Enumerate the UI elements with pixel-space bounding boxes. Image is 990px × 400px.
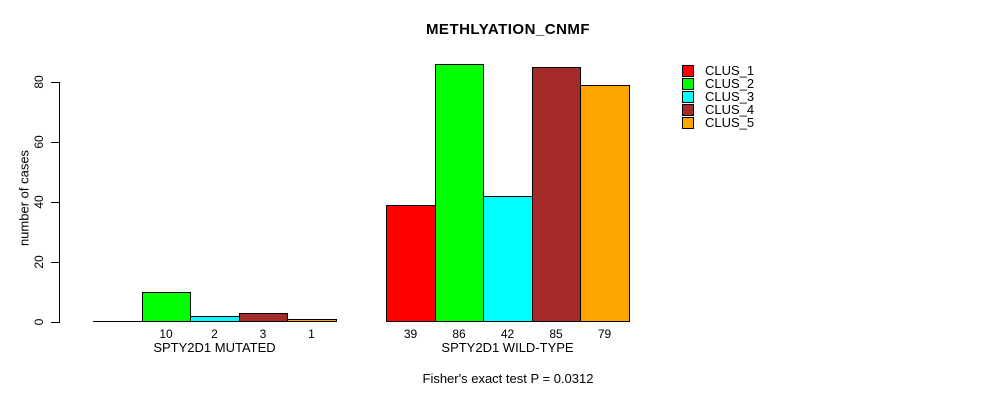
legend-row: CLUS_5 xyxy=(682,116,754,129)
legend-label: CLUS_2 xyxy=(705,76,755,91)
legend-swatch-clus_5 xyxy=(682,116,694,129)
y-tick-label-60: 60 xyxy=(32,135,46,149)
bar-clus_3-group1 xyxy=(190,316,240,322)
bar-clus_2-group1 xyxy=(142,292,191,322)
legend-label: CLUS_3 xyxy=(705,89,755,104)
bar-clus_2-group2 xyxy=(435,64,484,322)
bar-value-label: 79 xyxy=(597,327,612,341)
legend-row: CLUS_2 xyxy=(682,77,754,90)
y-tick-40 xyxy=(51,202,59,203)
y-tick-label-20: 20 xyxy=(32,255,46,269)
legend-row: CLUS_3 xyxy=(682,90,754,103)
y-axis-label: number of cases xyxy=(16,149,32,247)
bar-clus_5-group2 xyxy=(580,85,630,322)
bar-value-label: 10 xyxy=(159,327,173,341)
legend-label: CLUS_1 xyxy=(705,63,755,78)
bar-value-label: 86 xyxy=(452,327,466,341)
legend-swatch-clus_3 xyxy=(682,90,694,103)
legend-swatch-clus_2 xyxy=(682,77,694,90)
bar-value-label: 85 xyxy=(549,327,563,341)
bar-clus_1-group2 xyxy=(386,205,436,322)
legend-swatch-clus_4 xyxy=(682,103,694,116)
y-tick-20 xyxy=(51,262,59,263)
group-label-1: SPTY2D1 MUTATED xyxy=(153,340,276,355)
group-label-2: SPTY2D1 WILD-TYPE xyxy=(441,340,574,355)
bar-value-label: 42 xyxy=(500,327,515,341)
bar-value-label: 2 xyxy=(211,327,218,341)
y-tick-60 xyxy=(51,142,59,143)
chart-title: METHLYATION_CNMF xyxy=(425,21,591,38)
legend-swatch-clus_1 xyxy=(682,64,694,77)
legend: CLUS_1 CLUS_2 CLUS_3 CLUS_4 CLUS_5 xyxy=(682,64,754,129)
bar-clus_3-group2 xyxy=(483,196,533,322)
y-tick-label-0: 0 xyxy=(32,318,46,326)
legend-label: CLUS_4 xyxy=(705,102,755,117)
bar-clus_1-group1 xyxy=(93,321,143,322)
y-tick-label-40: 40 xyxy=(32,195,46,209)
bar-clus_4-group1 xyxy=(239,313,288,322)
bar-value-label: 39 xyxy=(403,327,418,341)
bar-clus_5-group1 xyxy=(287,319,337,322)
legend-row: CLUS_1 xyxy=(682,64,754,77)
bar-value-label: 3 xyxy=(259,327,267,341)
y-tick-80 xyxy=(51,82,59,83)
legend-row: CLUS_4 xyxy=(682,103,754,116)
legend-label: CLUS_5 xyxy=(705,115,755,130)
bar-clus_4-group2 xyxy=(532,67,581,322)
y-tick-label-80: 80 xyxy=(32,75,46,89)
fisher-test-annotation: Fisher's exact test P = 0.0312 xyxy=(422,371,594,386)
y-tick-0 xyxy=(51,322,59,323)
y-axis-line xyxy=(59,82,60,323)
bar-value-label: 1 xyxy=(308,327,315,341)
